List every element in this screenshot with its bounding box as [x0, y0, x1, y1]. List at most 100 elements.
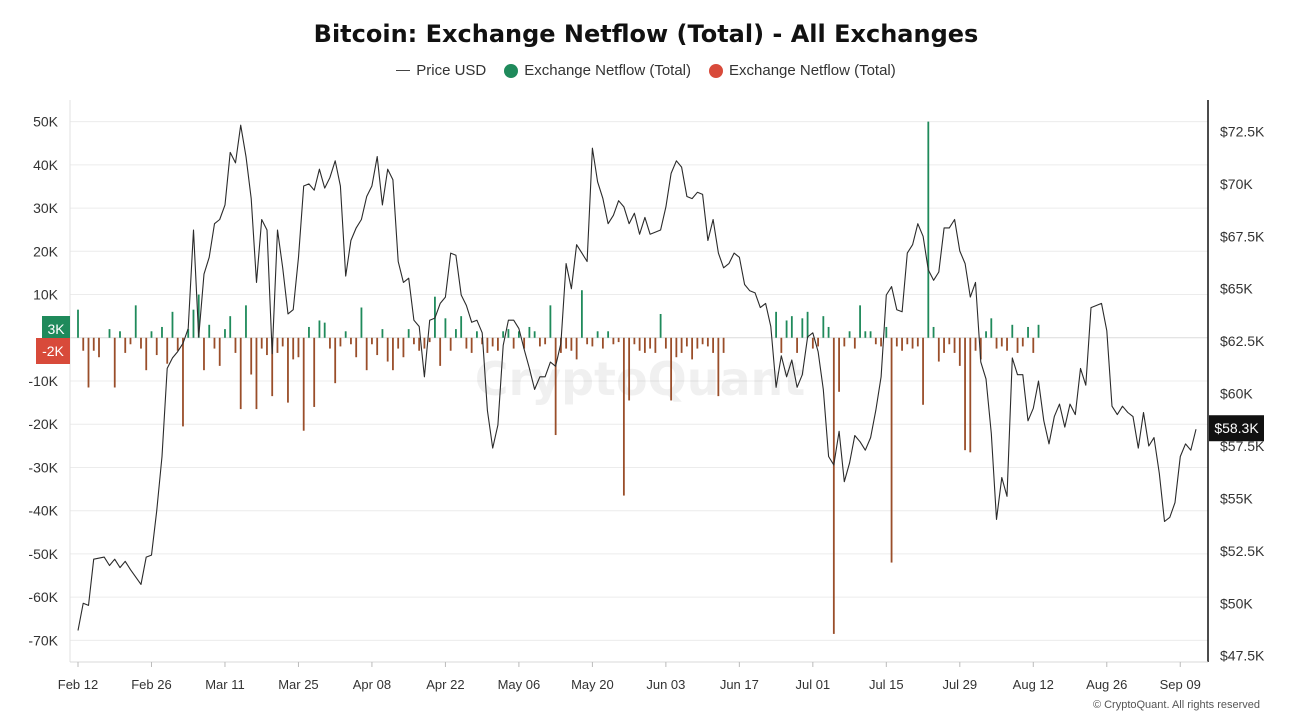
- inflow-bar: [869, 331, 872, 338]
- legend-label-outflow: Exchange Netflow (Total): [729, 62, 896, 79]
- outflow-bar: [843, 337, 846, 347]
- outflow-bar: [92, 337, 95, 351]
- outflow-bar: [691, 337, 694, 360]
- x-tick-label: Jun 03: [646, 677, 685, 692]
- line-swatch-icon: [396, 70, 411, 71]
- inflow-bar: [607, 331, 610, 338]
- outflow-bar: [145, 337, 148, 371]
- price-current-badge-bg: [1209, 415, 1264, 442]
- outflow-bar: [1006, 337, 1008, 351]
- outflow-bar: [439, 337, 442, 366]
- outflow-bar: [376, 337, 379, 356]
- outflow-bar: [234, 337, 237, 353]
- outflow-bar: [958, 337, 961, 366]
- inflow-bar: [444, 318, 447, 338]
- inflow-bar: [859, 305, 861, 338]
- inflow-bar: [108, 329, 111, 338]
- inflow-current-badge-label: 3K: [47, 321, 65, 337]
- inflow-bar: [208, 324, 211, 338]
- inflow-bar: [801, 318, 804, 338]
- outflow-bar: [953, 337, 956, 353]
- outflow-bar: [696, 337, 699, 349]
- outflow-bar: [832, 337, 835, 634]
- outflow-bar: [544, 337, 547, 345]
- outflow-bar: [465, 337, 468, 349]
- inflow-bar: [460, 316, 463, 338]
- inflow-bar: [990, 318, 993, 338]
- y-right-tick-label: $72.5K: [1220, 123, 1265, 139]
- outflow-bar: [948, 337, 951, 345]
- copyright-notice: © CryptoQuant. All rights reserved: [1092, 699, 1260, 711]
- inflow-bar: [344, 331, 347, 338]
- inflow-bar: [785, 320, 788, 338]
- inflow-bar: [775, 311, 777, 338]
- inflow-bar: [77, 309, 79, 338]
- outflow-bar: [334, 337, 337, 384]
- outflow-bar: [874, 337, 877, 345]
- inflow-bar: [150, 331, 153, 338]
- x-tick-label: Jun 17: [720, 677, 759, 692]
- y-left-tick-label: 20K: [33, 243, 59, 259]
- outflow-bar: [481, 337, 484, 345]
- y-right-tick-label: $60K: [1220, 386, 1253, 402]
- chart-title: Bitcoin: Exchange Netflow (Total) - All …: [313, 20, 979, 48]
- inflow-bar: [455, 329, 457, 338]
- outflow-bar: [449, 337, 452, 351]
- inflow-bar: [476, 331, 478, 338]
- outflow-bar: [591, 337, 594, 347]
- inflow-bar: [224, 329, 226, 338]
- outflow-bar: [628, 337, 631, 401]
- y-left-tick-label: 30K: [33, 200, 59, 216]
- x-tick-label: Feb 12: [58, 677, 98, 692]
- inflow-bar: [187, 329, 190, 338]
- inflow-bar: [245, 305, 247, 338]
- legend-item-price[interactable]: Price USD: [396, 62, 486, 79]
- outflow-bar: [313, 337, 316, 407]
- netflow-bars: [77, 121, 1040, 634]
- inflow-bar: [528, 326, 531, 338]
- outflow-bar: [565, 337, 568, 349]
- outflow-bar: [712, 337, 715, 353]
- legend-item-inflow[interactable]: Exchange Netflow (Total): [504, 62, 691, 79]
- outflow-bar: [339, 337, 342, 347]
- outflow-bar: [1021, 337, 1024, 347]
- inflow-bar: [323, 322, 326, 338]
- outflow-bar: [87, 337, 90, 388]
- outflow-bar: [470, 337, 473, 353]
- outflow-bar: [250, 337, 253, 375]
- legend-item-outflow[interactable]: Exchange Netflow (Total): [709, 62, 896, 79]
- x-tick-label: May 20: [571, 677, 614, 692]
- x-tick-label: Aug 12: [1013, 677, 1054, 692]
- outflow-bar: [612, 337, 615, 345]
- y-left-tick-label: 40K: [33, 157, 59, 173]
- x-tick-label: Sep 09: [1160, 677, 1201, 692]
- inflow-bar: [1011, 324, 1014, 338]
- y-left-tick-label: -50K: [28, 546, 58, 562]
- inflow-bar: [533, 331, 536, 338]
- outflow-bar: [203, 337, 205, 371]
- y-right-tick-label: $57.5K: [1220, 438, 1265, 454]
- outflow-bar: [371, 337, 373, 345]
- inflow-bar: [864, 331, 867, 338]
- inflow-bar: [659, 313, 662, 338]
- outflow-bar: [302, 337, 305, 431]
- y-left-tick-label: -70K: [28, 632, 58, 648]
- outflow-bar: [271, 337, 274, 397]
- outflow-bar: [622, 337, 625, 496]
- y-right-tick-label: $67.5K: [1220, 228, 1265, 244]
- outflow-bar: [281, 337, 284, 347]
- inflow-bar: [885, 326, 888, 338]
- outflow-bar: [365, 337, 368, 371]
- y-left-tick-label: 50K: [33, 114, 59, 130]
- x-tick-label: Aug 26: [1086, 677, 1127, 692]
- inflow-bar: [318, 320, 321, 338]
- inflow-bar: [171, 311, 174, 338]
- inflow-bar: [549, 305, 552, 338]
- inflow-bar: [192, 309, 195, 338]
- inflow-bar: [827, 326, 830, 338]
- inflow-bar: [229, 316, 232, 338]
- outflow-bar: [722, 337, 725, 353]
- inflow-bar: [360, 307, 363, 338]
- outflow-bar: [664, 337, 667, 349]
